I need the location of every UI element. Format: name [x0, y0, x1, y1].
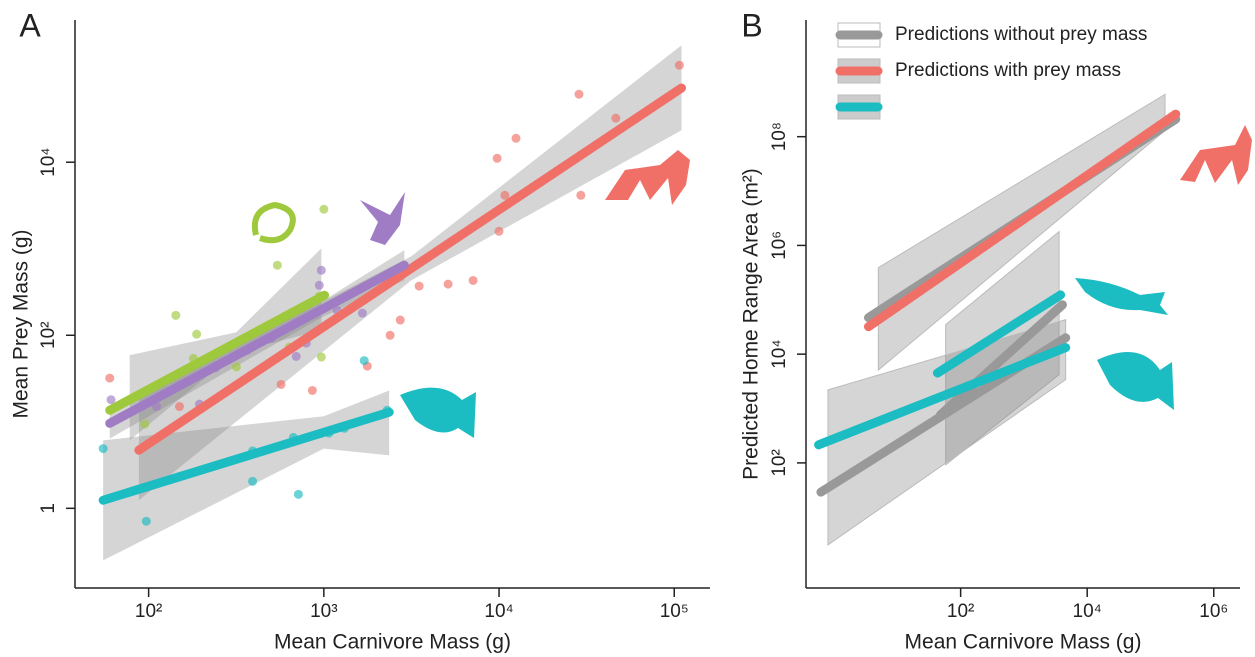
- cat-icon: [605, 150, 690, 205]
- fit-line: [98, 407, 394, 505]
- fish-icon: [1097, 352, 1174, 410]
- y-tick-label: 10²: [769, 449, 790, 476]
- data-point: [171, 310, 181, 320]
- data-point: [494, 226, 504, 236]
- panel-label: B: [741, 7, 762, 43]
- data-point: [316, 352, 326, 362]
- data-point: [511, 133, 521, 143]
- snake-icon: [251, 201, 296, 244]
- data-point: [140, 419, 150, 429]
- panel-label: A: [19, 7, 41, 43]
- cat-icon: [1180, 125, 1252, 185]
- prediction-line: [932, 290, 1066, 378]
- x-tick-label: 10⁴: [1073, 601, 1102, 622]
- y-axis-label: Predicted Home Range Area (m²): [740, 168, 763, 480]
- data-point: [319, 204, 329, 214]
- data-point: [105, 373, 115, 383]
- data-point: [576, 190, 586, 200]
- data-point: [414, 281, 424, 291]
- data-point: [574, 89, 584, 99]
- data-point: [248, 476, 258, 486]
- y-axis-label: Mean Prey Mass (g): [10, 229, 33, 418]
- data-point: [231, 362, 241, 372]
- data-point: [611, 113, 621, 123]
- data-point: [106, 395, 116, 405]
- panel: 10² 10⁴ 10⁶ 10² 10⁴ 10⁶ 10⁸ Mean Carnivore Mass…: [740, 7, 1240, 654]
- y-tick-label: 10⁴: [38, 148, 59, 177]
- x-tick-label: 10²: [947, 601, 974, 622]
- pike-icon: [1075, 278, 1168, 315]
- data-point: [359, 356, 369, 366]
- data-point: [443, 279, 453, 289]
- data-point: [192, 329, 202, 339]
- panel: 10² 10³ 10⁴ 10⁵ 1 10² 10⁴ Mean Carnivore Mass (…: [10, 7, 710, 654]
- x-tick-label: 10⁴: [484, 601, 513, 622]
- data-point: [395, 315, 405, 325]
- data-point: [492, 153, 502, 163]
- prediction-line: [864, 109, 1181, 332]
- x-tick-label: 10⁶: [1199, 601, 1228, 622]
- y-tick-label: 10⁴: [769, 340, 790, 369]
- prediction-line: [935, 300, 1067, 420]
- icons: [251, 125, 1252, 438]
- x-tick-label: 10⁵: [660, 601, 689, 622]
- x-tick-label: 10²: [135, 601, 162, 622]
- bird-icon: [360, 192, 405, 245]
- data-point: [98, 444, 108, 454]
- fit-line: [105, 260, 409, 428]
- data-point: [316, 265, 326, 275]
- x-axis-label: Mean Carnivore Mass (g): [274, 631, 511, 654]
- data-point: [468, 275, 478, 285]
- y-tick-label: 10⁶: [769, 231, 790, 260]
- y-tick-label: 1: [38, 503, 59, 514]
- data-point: [674, 60, 684, 70]
- data-point: [293, 489, 303, 499]
- x-tick-label: 10³: [310, 601, 337, 622]
- data-point: [291, 351, 301, 361]
- fit-line: [134, 83, 686, 455]
- data-point: [141, 516, 151, 526]
- y-tick-label: 10²: [38, 322, 59, 349]
- data-point: [174, 402, 184, 412]
- data-point: [314, 280, 324, 290]
- data-point: [385, 330, 395, 340]
- legend-label: Predictions without prey mass: [895, 24, 1147, 45]
- x-axis-label: Mean Carnivore Mass (g): [905, 631, 1142, 654]
- prediction-line: [814, 343, 1071, 450]
- data-point: [276, 379, 286, 389]
- legend-label: Predictions with prey mass: [895, 60, 1121, 81]
- fish-icon: [400, 387, 476, 438]
- y-tick-label: 10⁸: [769, 122, 790, 151]
- data-point: [500, 190, 510, 200]
- data-point: [307, 385, 317, 395]
- fit-line: [105, 290, 330, 415]
- data-point: [357, 308, 367, 318]
- data-point: [272, 260, 282, 270]
